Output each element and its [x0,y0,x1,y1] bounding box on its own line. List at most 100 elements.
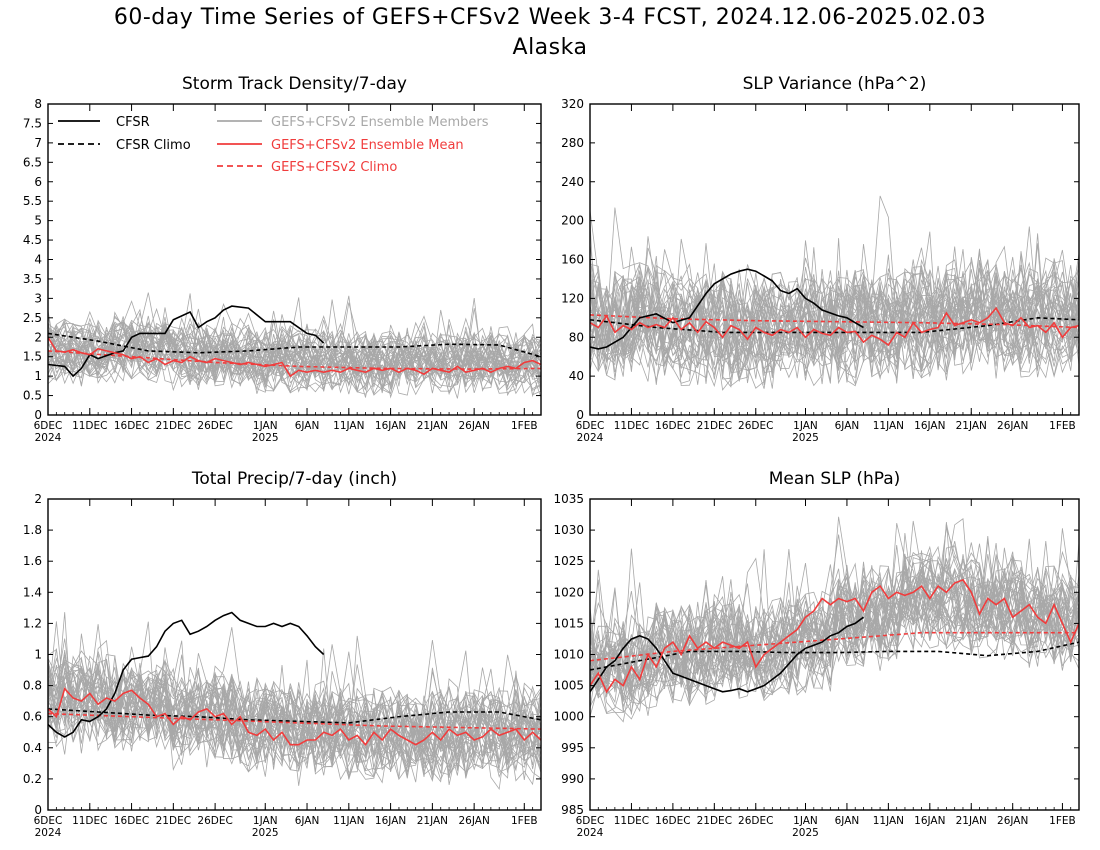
x-tick-label: 1JAN [793,420,818,432]
y-tick-label: 80 [569,330,584,344]
x-tick-label: 1JAN [253,815,278,827]
ensemble-member-line [48,331,541,394]
x-tick-label: 6JAN [295,420,320,432]
x-tick-label: 21DEC [156,420,191,432]
y-tick-label: 120 [561,291,584,305]
y-tick-label: 320 [561,97,584,111]
x-tick-label: 6DEC [34,420,63,432]
panel-storm-track: 0 0.5 1 1.5 2 2.5 3 3.5 4 4.5 5 5.5 6 6.5 7 7.5 8 6DEC 11D… [23,97,542,444]
ensemble-member-line [590,209,1079,354]
y-tick-label: 1.2 [23,616,42,630]
y-tick-label: 2.5 [23,311,42,325]
x-tick-label: 21JAN [956,815,987,827]
ensemble-member-line [590,271,1079,372]
y-tick-label: 0.6 [23,710,42,724]
x-year-label: 2025 [792,432,819,444]
x-year-label: 2024 [35,827,62,839]
x-tick-label: 26DEC [197,815,232,827]
ensemble-member-line [590,550,1079,693]
y-tick-label: 2 [34,492,42,506]
y-tick-label: 7 [34,136,42,150]
figure-subtitle: Alaska [512,35,588,60]
x-tick-label: 11DEC [614,420,649,432]
y-tick-label: 2 [34,330,42,344]
series-cfsr [48,305,325,378]
y-tick-label: 6 [34,175,42,189]
y-tick-label: 5 [34,214,42,228]
y-tick-label: 7.5 [23,116,42,130]
y-tick-label: 4 [34,253,42,267]
x-tick-label: 6JAN [295,815,320,827]
panel-mean-slp: 985 990 995 1000 1005 1010 1015 1020 1025 1030 103… [553,492,1080,839]
plot-area [590,516,1079,723]
ensemble-member-line [48,310,541,394]
y-tick-label: 0 [576,408,584,422]
x-tick-label: 6JAN [835,815,860,827]
y-tick-label: 1010 [553,648,584,662]
y-tick-label: 1 [34,648,42,662]
x-tick-label: 26JAN [458,420,489,432]
ensemble-member-line [590,575,1079,717]
legend-gefs-climo-label: GEFS+CFSv2 Climo [271,160,397,175]
y-tick-label: 1.4 [23,585,42,599]
x-tick-label: 11DEC [72,815,107,827]
x-tick-label: 26JAN [997,420,1028,432]
y-tick-label: 1005 [553,679,584,693]
panel-title-storm-track: Storm Track Density/7-day [182,74,407,94]
x-tick-label: 16JAN [914,815,945,827]
x-tick-label: 6JAN [835,420,860,432]
legend-cfsr-climo-label: CFSR Climo [116,138,191,153]
y-tick-label: 1 [34,369,42,383]
x-tick-label: 26DEC [738,815,773,827]
x-tick-label: 1JAN [793,815,818,827]
series-gefs-cfsv2-ensemble-mean [590,578,1079,694]
y-tick-label: 8 [34,97,42,111]
series-cfsr [590,268,864,350]
ensemble-member-line [48,647,541,761]
x-tick-label: 1FEB [1049,815,1076,827]
legend-ensemble-mean-label: GEFS+CFSv2 Ensemble Mean [271,138,464,153]
x-tick-label: 11JAN [333,420,364,432]
ensemble-member-line [590,249,1079,357]
ensemble-member-line [590,552,1079,699]
ensemble-member-line [48,675,541,778]
x-tick-label: 16JAN [914,420,945,432]
panel-title-slp-variance: SLP Variance (hPa^2) [742,74,927,94]
series-gefs-cfsv2-ensemble-mean [48,336,541,378]
x-tick-label: 11JAN [873,815,904,827]
series-gefs-cfsv2-ensemble-mean [590,306,1079,347]
panel-title-mean-slp: Mean SLP (hPa) [768,469,901,489]
x-year-label: 2024 [577,827,604,839]
x-tick-label: 26DEC [197,420,232,432]
x-tick-label: 16DEC [114,420,149,432]
y-tick-label: 0 [34,803,42,817]
ensemble-member-line [590,554,1079,693]
y-tick-label: 1020 [553,585,584,599]
ensemble-member-line [48,656,541,763]
x-tick-label: 21DEC [697,815,732,827]
x-year-label: 2025 [252,432,279,444]
y-tick-label: 0 [34,408,42,422]
y-tick-label: 1000 [553,710,584,724]
ensemble-member-line [48,621,541,771]
series-cfsr-climo [590,641,1079,671]
y-tick-label: 40 [569,369,584,383]
x-tick-label: 21DEC [156,815,191,827]
ensemble-member-line [590,528,1079,702]
x-tick-label: 11DEC [614,815,649,827]
ensemble-member-line [590,253,1079,376]
series-cfsr-climo [48,332,541,358]
plot-frame [589,498,1080,811]
y-tick-label: 995 [561,741,584,755]
ensemble-member-line [48,646,541,786]
y-tick-label: 1025 [553,554,584,568]
plot-area [48,292,541,399]
ensemble-member-line [48,662,541,764]
x-year-label: 2024 [577,432,604,444]
y-tick-label: 240 [561,175,584,189]
ensemble-member-line [48,648,541,784]
y-tick-label: 0.2 [23,772,42,786]
y-tick-label: 5.5 [23,194,42,208]
